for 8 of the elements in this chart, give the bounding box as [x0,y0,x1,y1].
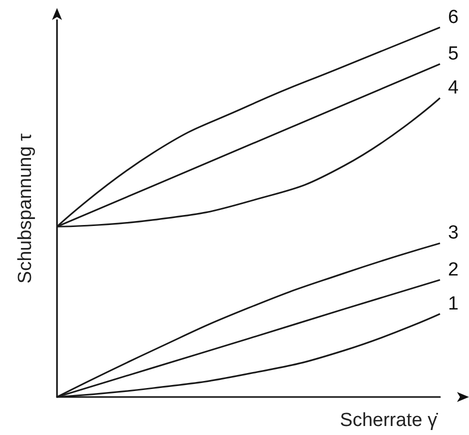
series-label: 4 [448,77,459,98]
series-label: 5 [448,43,459,64]
y-axis-title: Schubspannung τ [15,132,36,284]
x-axis-title: Scherrate γ̇ [340,410,438,431]
series-label: 2 [448,259,459,280]
series-label: 6 [448,6,459,28]
series-label: 3 [448,222,459,244]
series-label: 1 [448,293,459,314]
